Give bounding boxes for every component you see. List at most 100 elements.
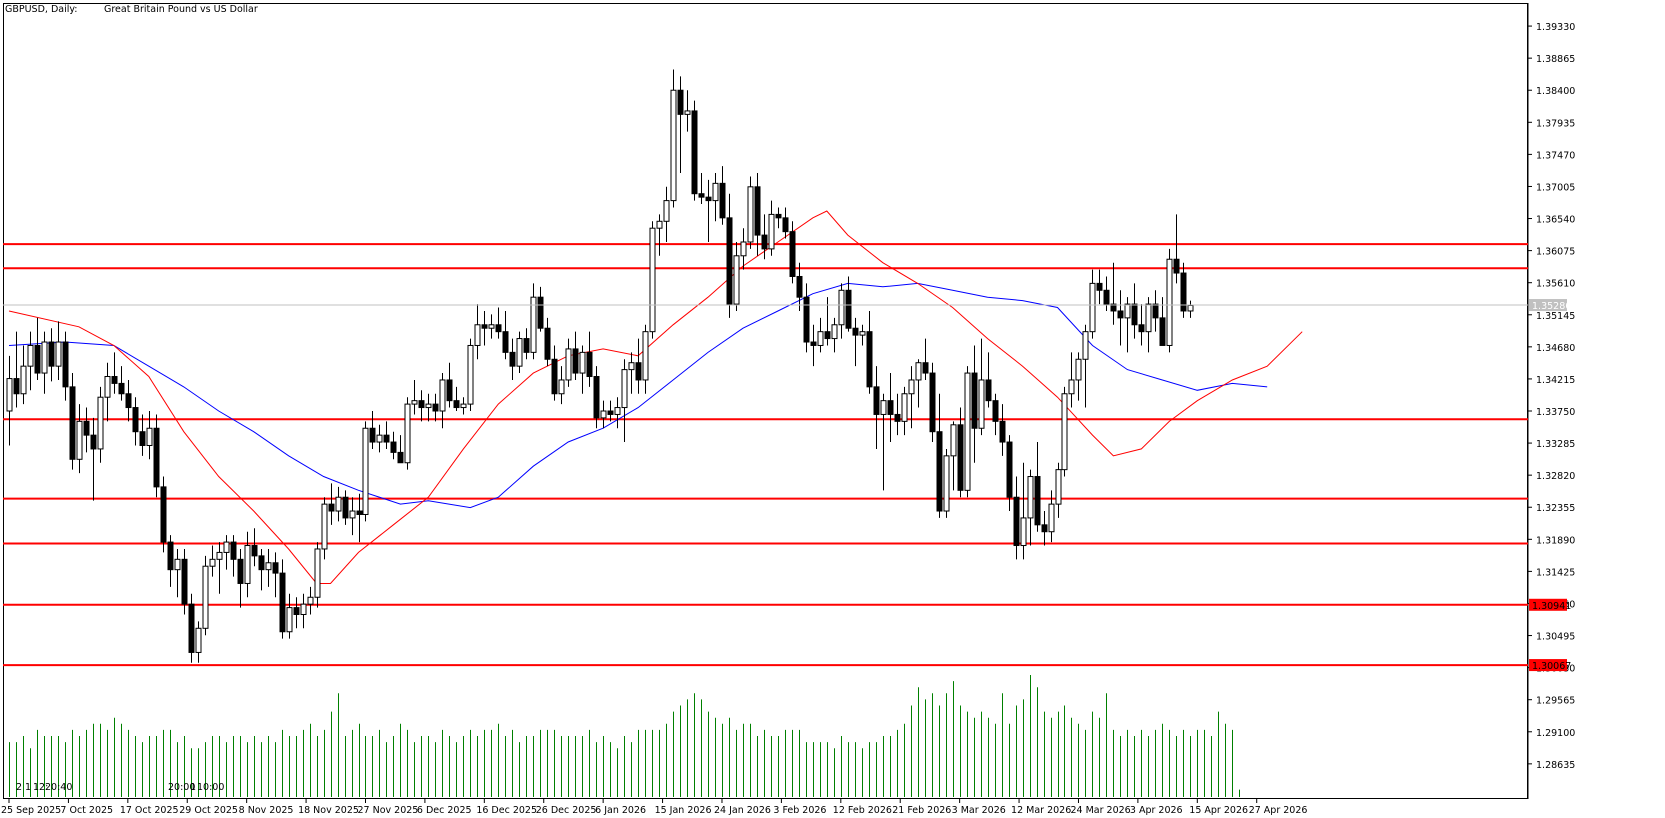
price-tick-label: 1.29565	[1536, 696, 1575, 707]
candle	[307, 586, 314, 615]
candle-body	[104, 376, 111, 398]
candle	[887, 373, 894, 443]
candle-body	[20, 365, 27, 395]
candle	[418, 390, 425, 422]
candle-body	[684, 110, 691, 115]
candle-body	[628, 362, 635, 371]
candle	[41, 331, 48, 394]
candle-body	[34, 344, 41, 374]
candle-body	[279, 572, 286, 633]
candle	[397, 435, 404, 464]
candle	[146, 411, 153, 460]
candle-body	[188, 603, 195, 653]
candle-body	[356, 510, 363, 515]
candle	[656, 214, 663, 256]
candle-body	[76, 420, 83, 460]
horizontal-levels[interactable]	[3, 243, 1528, 667]
date-tick-label: 15 Jan 2026	[655, 805, 712, 816]
candle-body	[1027, 476, 1034, 519]
candle	[1034, 442, 1041, 532]
candle-body	[1180, 272, 1187, 312]
candle-body	[1082, 331, 1089, 360]
session-label: 1	[190, 782, 196, 793]
candle-body	[69, 386, 76, 460]
candle	[244, 531, 251, 598]
candle-body	[901, 393, 908, 422]
candle-body	[551, 358, 558, 395]
candle-body	[691, 110, 698, 195]
candle-body	[202, 565, 209, 629]
candle	[174, 548, 181, 598]
candle-body	[978, 379, 985, 429]
candle-body	[342, 496, 349, 519]
candle-body	[1096, 282, 1103, 291]
candle	[957, 407, 964, 498]
candle	[69, 373, 76, 470]
candle	[705, 179, 712, 242]
candle	[160, 476, 167, 553]
candle-body	[803, 296, 810, 343]
date-tick-label: 15 Apr 2026	[1189, 805, 1248, 816]
date-tick-label: 8 Nov 2025	[239, 805, 294, 816]
candle	[1006, 435, 1013, 512]
candle	[761, 214, 768, 260]
candle	[614, 397, 621, 429]
candle	[139, 414, 146, 456]
candle-body	[328, 503, 335, 512]
candle-body	[404, 403, 411, 464]
candle	[1041, 511, 1048, 546]
candle-body	[230, 541, 237, 560]
candle	[321, 497, 328, 560]
candle-body	[663, 200, 670, 222]
candle	[83, 407, 90, 453]
candle-body	[810, 341, 817, 346]
candle	[817, 317, 824, 353]
candle-body	[1138, 324, 1145, 333]
candle	[223, 535, 230, 570]
candle	[999, 404, 1006, 456]
candle	[111, 352, 118, 394]
candle-body	[593, 376, 600, 419]
candle-body	[62, 341, 69, 388]
candle-body	[118, 382, 125, 395]
candle-body	[6, 378, 13, 412]
candle	[572, 331, 579, 380]
candle	[530, 283, 537, 360]
candle-body	[111, 376, 118, 384]
candle	[349, 497, 356, 536]
candle	[27, 331, 34, 391]
candle	[1166, 248, 1173, 353]
session-label: 20:40	[45, 782, 72, 793]
candle	[635, 338, 642, 394]
candle-body	[600, 410, 607, 419]
candle	[985, 352, 992, 408]
candle-body	[852, 327, 859, 336]
candle-body	[390, 441, 397, 453]
candle-body	[1145, 303, 1152, 333]
candle-body	[383, 434, 390, 443]
candle-body	[265, 562, 272, 571]
candle	[411, 379, 418, 415]
candle-body	[1068, 379, 1075, 395]
bid-price-label: 1.35286	[1532, 301, 1571, 312]
candles	[6, 69, 1194, 663]
candle-body	[460, 403, 467, 409]
candle	[964, 366, 971, 498]
candle	[293, 597, 300, 629]
candle	[188, 593, 195, 663]
date-tick-label: 26 Dec 2025	[536, 805, 597, 816]
candle-body	[48, 341, 55, 367]
candle	[915, 359, 922, 408]
candle-body	[537, 296, 544, 329]
candle-body	[502, 331, 509, 353]
candle-body	[1013, 496, 1020, 547]
candle-body	[712, 182, 719, 202]
candle-body	[453, 400, 460, 409]
candle	[922, 338, 929, 380]
candle	[34, 317, 41, 380]
candle	[663, 186, 670, 242]
price-tick-label: 1.33285	[1536, 439, 1575, 450]
candle-body	[705, 196, 712, 202]
